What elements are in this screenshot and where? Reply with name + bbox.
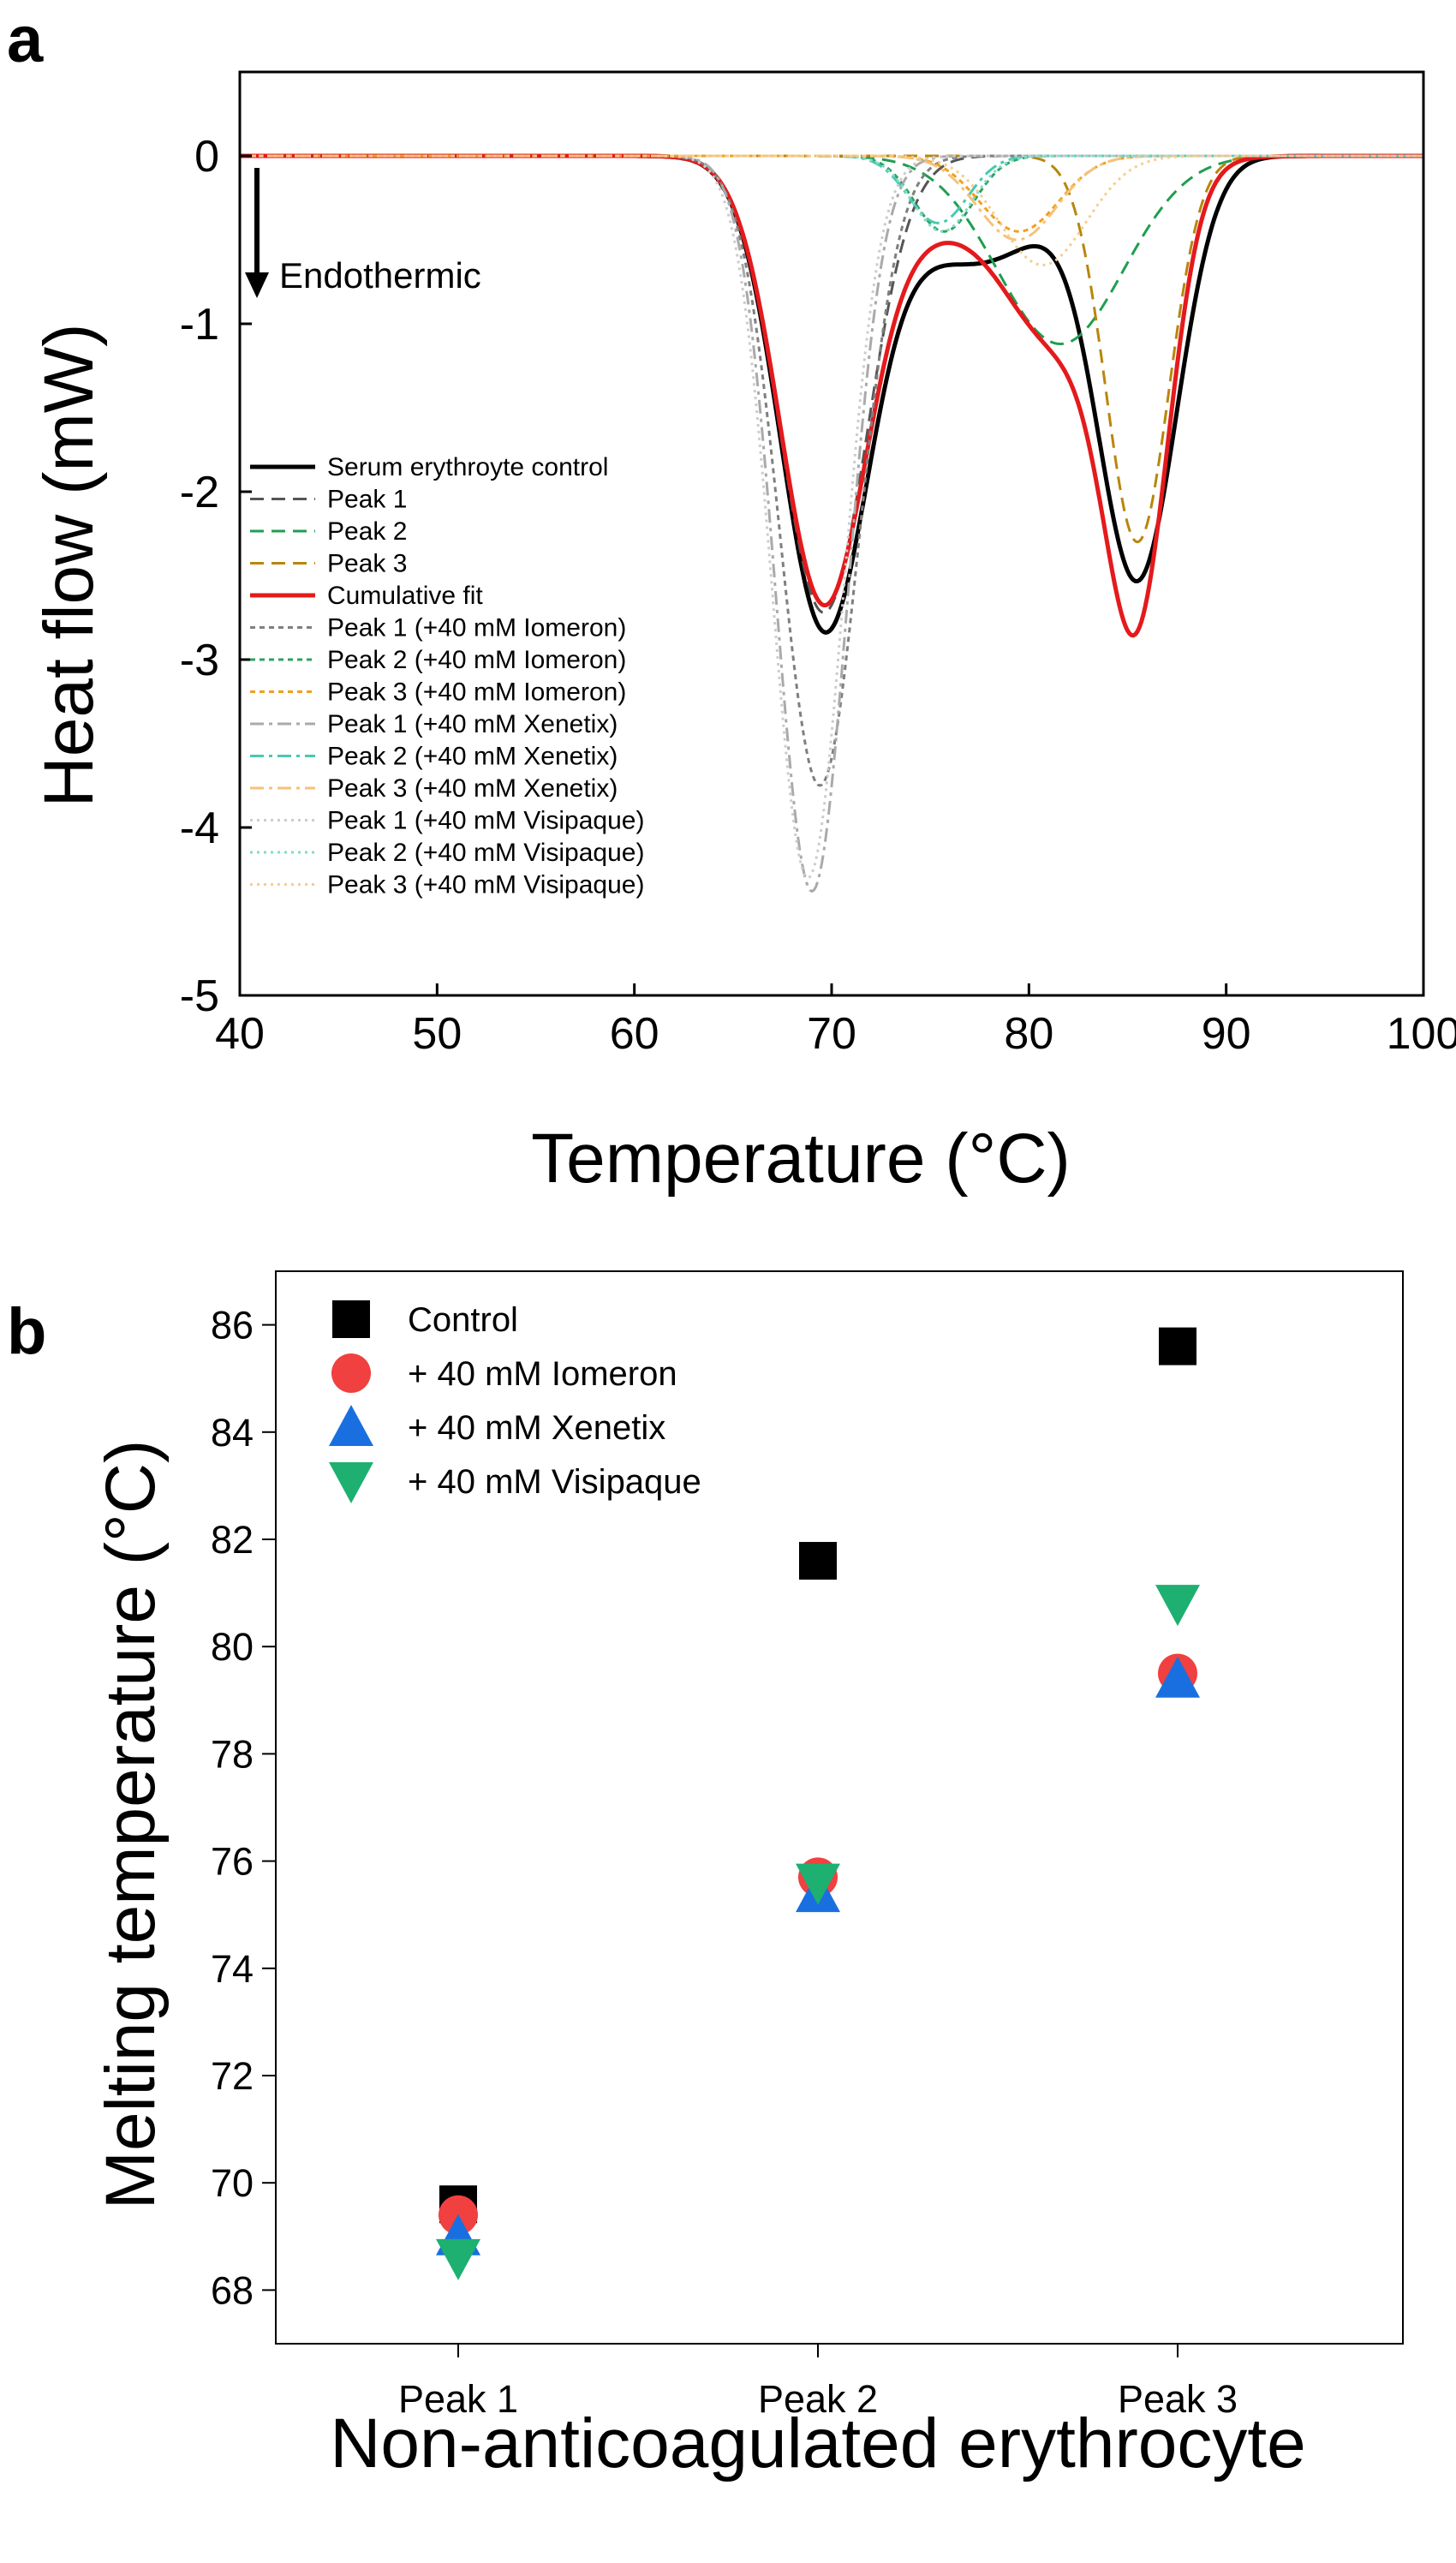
- y-tick-label: 84: [211, 1411, 254, 1455]
- legend-label: Peak 1 (+40 mM Visipaque): [327, 807, 644, 835]
- y-tick-label: -2: [180, 468, 219, 517]
- y-tick-label: -1: [180, 300, 219, 350]
- data-point-40-mm-xenetix: [1155, 1656, 1200, 1698]
- y-tick-label: 72: [211, 2054, 254, 2098]
- y-tick-label: -4: [180, 804, 219, 853]
- panel-a-ticks: 40 50 60 70 80 90 100 0 -1 -2 -3 -4 -5: [180, 132, 1456, 1059]
- x-tick-label: 80: [1004, 1009, 1053, 1059]
- legend-label: Peak 1 (+40 mM Xenetix): [327, 710, 618, 738]
- panel-a-series: [240, 153, 1423, 893]
- panel-a-heat-flow-chart: a 40 50 60 70 80 90 100 0 -1 -2 -3 -4 -5 Endothermic…: [7, 3, 1456, 1198]
- panel-b-points: [436, 1327, 1200, 2280]
- legend-marker: [331, 1353, 371, 1393]
- panel-a-x-axis-title: Temperature (°C): [531, 1120, 1071, 1198]
- legend-label: Serum erythroyte control: [327, 453, 608, 481]
- y-tick-label: 82: [211, 1518, 254, 1562]
- legend-label: Peak 3 (+40 mM Iomeron): [327, 678, 626, 707]
- series-line-peak-3-40-mm-xenetix: [240, 154, 1423, 242]
- legend-label: Peak 2 (+40 mM Visipaque): [327, 839, 644, 867]
- legend-marker: [329, 1405, 373, 1446]
- y-tick-label: -5: [180, 971, 219, 1021]
- x-tick-label: 60: [610, 1009, 659, 1059]
- x-tick-label: 70: [807, 1009, 856, 1059]
- data-point-40-mm-visipaque: [436, 2238, 480, 2280]
- panel-a-plot-frame: [238, 70, 1425, 997]
- panel-b-plot-frame: [275, 1270, 1404, 2345]
- panel-b-ticks: 68 70 72 74 76 78 80 82 84 86 Peak 1 Peak 2 Peak 3: [211, 1304, 1238, 2421]
- panel-a-y-axis-title: Heat flow (mW): [30, 324, 108, 808]
- y-tick-label: 74: [211, 1947, 254, 1991]
- data-point-control: [799, 1542, 837, 1580]
- panel-b-melting-temperature-chart: b 68 70 72 74 76 78 80 82 84 86 Peak 1 Peak 2 Peak 3…: [7, 1270, 1404, 2482]
- y-tick-label: 76: [211, 1840, 254, 1884]
- legend-label: + 40 mM Visipaque: [408, 1463, 701, 1501]
- y-tick-label: 68: [211, 2268, 254, 2312]
- panel-b-label: b: [7, 1295, 46, 1368]
- data-point-40-mm-visipaque: [1155, 1585, 1200, 1627]
- legend-label: Peak 1 (+40 mM Iomeron): [327, 614, 626, 642]
- legend-marker: [332, 1300, 370, 1338]
- x-tick-label: 90: [1202, 1009, 1251, 1059]
- panel-a-label: a: [7, 3, 44, 76]
- y-tick-label: -3: [180, 636, 219, 685]
- legend-label: Peak 1: [327, 486, 407, 514]
- legend-label: Peak 3: [327, 550, 407, 578]
- panel-a-legend: Serum erythroyte control Peak 1 Peak 2 Peak…: [250, 453, 644, 899]
- x-tick-label: Peak 1: [398, 2377, 518, 2421]
- legend-label: Control: [408, 1301, 518, 1339]
- endothermic-annotation: Endothermic: [279, 255, 481, 296]
- y-tick-label: 70: [211, 2161, 254, 2205]
- legend-marker: [329, 1462, 373, 1503]
- panel-b-y-axis-title: Melting temperature (°C): [92, 1440, 170, 2210]
- y-tick-label: 78: [211, 1732, 254, 1776]
- endothermic-arrow-icon: [245, 168, 269, 298]
- panel-b-x-axis-title: Non-anticoagulated erythrocyte: [330, 2405, 1306, 2482]
- legend-label: Cumulative fit: [327, 582, 483, 610]
- legend-label: + 40 mM Iomeron: [408, 1355, 677, 1393]
- x-tick-label: Peak 3: [1118, 2377, 1238, 2421]
- x-tick-label: 50: [412, 1009, 462, 1059]
- legend-label: Peak 3 (+40 mM Xenetix): [327, 774, 618, 803]
- x-tick-label: Peak 2: [758, 2377, 878, 2421]
- legend-label: Peak 2 (+40 mM Xenetix): [327, 743, 618, 771]
- y-tick-label: 86: [211, 1304, 254, 1347]
- y-tick-label: 80: [211, 1625, 254, 1669]
- series-line-peak-3-40-mm-visipaque: [240, 154, 1423, 266]
- legend-label: Peak 3 (+40 mM Visipaque): [327, 871, 644, 899]
- legend-label: Peak 2 (+40 mM Iomeron): [327, 646, 626, 674]
- legend-label: Peak 2: [327, 517, 407, 546]
- x-tick-label: 100: [1387, 1009, 1456, 1059]
- data-point-control: [1159, 1327, 1196, 1365]
- x-tick-label: 40: [215, 1009, 265, 1059]
- legend-label: + 40 mM Xenetix: [408, 1409, 665, 1447]
- panel-b-legend: Control + 40 mM Iomeron + 40 mM Xenetix + 4…: [329, 1300, 701, 1503]
- y-tick-label: 0: [194, 132, 219, 182]
- series-line-peak-1-40-mm-visipaque: [240, 154, 1423, 880]
- data-point-40-mm-visipaque: [796, 1863, 840, 1905]
